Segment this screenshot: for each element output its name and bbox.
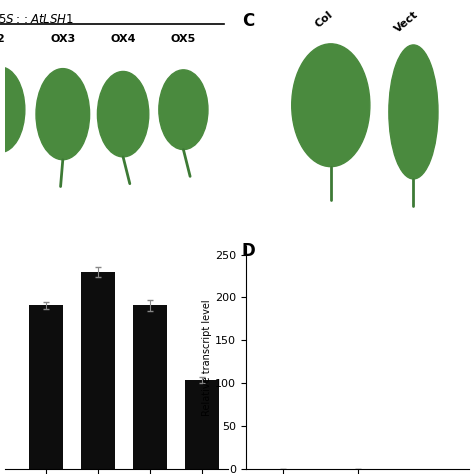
Ellipse shape xyxy=(159,70,208,150)
Text: OX5: OX5 xyxy=(171,34,196,44)
Ellipse shape xyxy=(98,72,149,157)
Text: D: D xyxy=(242,242,255,260)
Bar xyxy=(82,272,115,469)
Text: $5S::AtLSH1$: $5S::AtLSH1$ xyxy=(0,12,74,26)
Ellipse shape xyxy=(389,45,438,179)
Text: Col: Col xyxy=(313,9,335,29)
Bar xyxy=(29,305,63,469)
Ellipse shape xyxy=(0,67,25,153)
Bar xyxy=(185,380,219,469)
Text: 2: 2 xyxy=(0,34,4,44)
Text: Vect: Vect xyxy=(393,9,420,35)
Bar xyxy=(133,305,167,469)
Y-axis label: Relative transcript level: Relative transcript level xyxy=(202,299,212,416)
Ellipse shape xyxy=(36,69,90,160)
Text: C: C xyxy=(242,12,254,30)
Ellipse shape xyxy=(292,44,370,167)
Text: OX4: OX4 xyxy=(110,34,136,44)
Text: OX3: OX3 xyxy=(50,34,75,44)
